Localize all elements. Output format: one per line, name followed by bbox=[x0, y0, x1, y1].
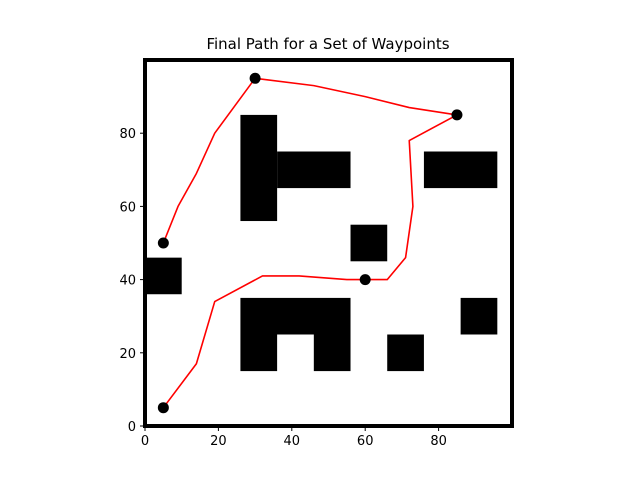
obstacle-10 bbox=[460, 297, 498, 335]
obstacle-6 bbox=[240, 297, 351, 335]
x-tick-label: 80 bbox=[430, 434, 447, 449]
waypoint-3 bbox=[451, 109, 463, 121]
path-layer bbox=[162, 77, 458, 409]
y-tick-label: 40 bbox=[119, 274, 136, 289]
chart-title: Final Path for a Set of Waypoints bbox=[206, 35, 449, 53]
obstacle-2 bbox=[277, 151, 351, 189]
obstacle-9 bbox=[387, 334, 424, 372]
x-tick-label: 20 bbox=[210, 434, 227, 449]
waypoint-1 bbox=[157, 402, 169, 414]
obstacle-3 bbox=[423, 151, 498, 189]
axes: 0 20 40 60 80 0 20 40 60 80 bbox=[119, 58, 514, 449]
obstacle-5 bbox=[145, 257, 182, 295]
x-tick-label: 40 bbox=[284, 434, 301, 449]
plot-frame bbox=[143, 58, 514, 428]
path-line bbox=[162, 77, 458, 409]
x-tick-label: 0 bbox=[141, 434, 149, 449]
obstacle-4 bbox=[350, 224, 388, 262]
waypoint-layer bbox=[157, 72, 463, 414]
y-tick-label: 80 bbox=[119, 127, 136, 142]
y-tick-label: 60 bbox=[119, 200, 136, 215]
obstacle-7 bbox=[240, 334, 278, 372]
x-tick-label: 60 bbox=[357, 434, 374, 449]
y-tick-label: 0 bbox=[128, 420, 136, 435]
obstacle-layer bbox=[145, 114, 498, 372]
waypoint-4 bbox=[249, 72, 261, 84]
obstacle-1 bbox=[240, 114, 278, 222]
waypoint-2 bbox=[359, 274, 371, 286]
y-tick-label: 20 bbox=[119, 347, 136, 362]
obstacle-8 bbox=[313, 334, 351, 372]
waypoint-5 bbox=[157, 237, 169, 249]
